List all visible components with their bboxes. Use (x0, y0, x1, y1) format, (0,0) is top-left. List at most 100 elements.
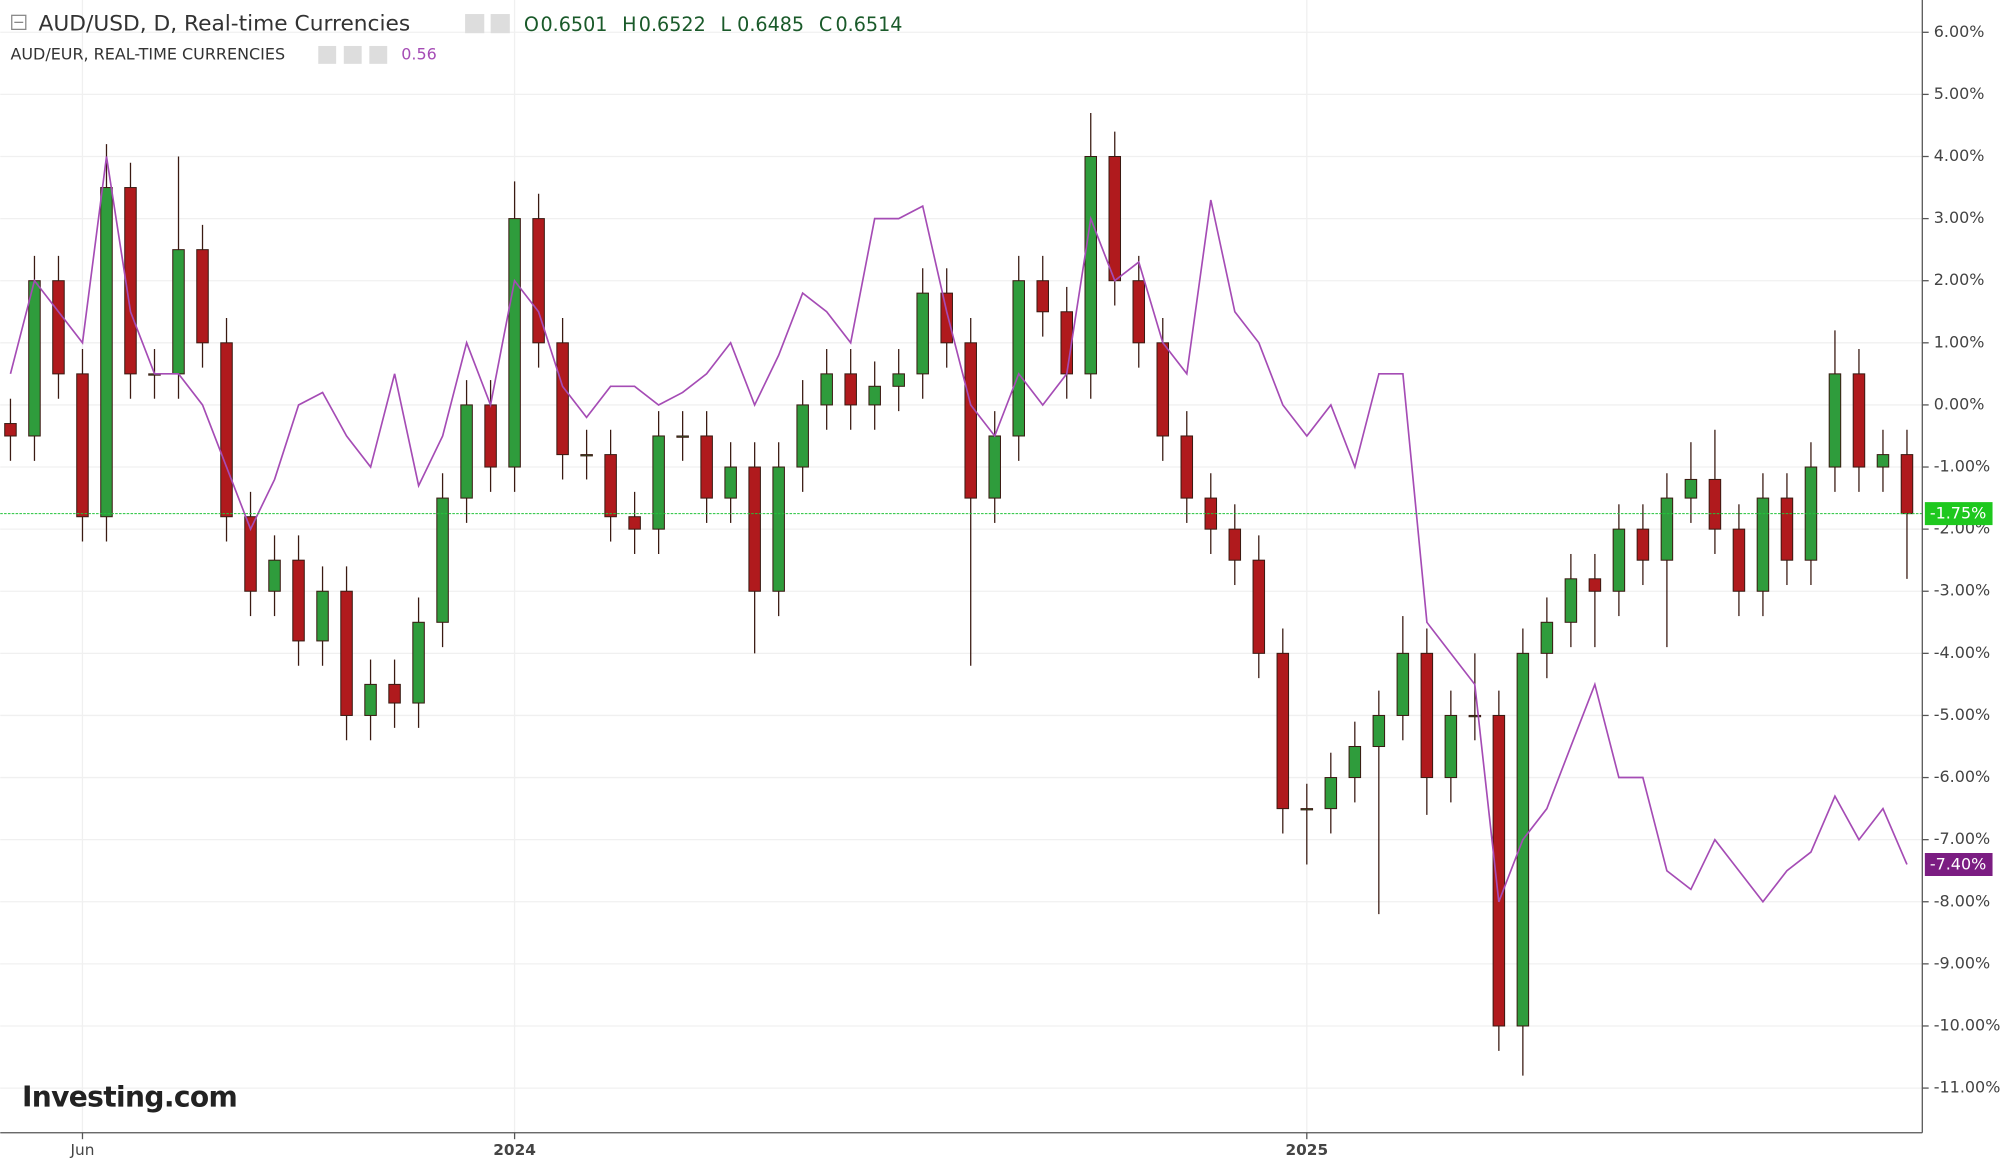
grid (0, 0, 1923, 1133)
candle-body (460, 404, 473, 499)
ohlc-letter: H (622, 13, 636, 36)
y-tick-label: 4.00% (1934, 146, 1985, 165)
x-tick-label: 2024 (493, 1141, 536, 1159)
candle-body (1084, 155, 1098, 375)
candle-body (100, 187, 113, 518)
candle-body (172, 249, 185, 375)
candle-body (1396, 652, 1410, 716)
candle-body (1252, 559, 1266, 654)
candle-body (1228, 528, 1242, 561)
candle-body (1612, 528, 1626, 592)
last-price-label: -1.75% (1930, 504, 1986, 523)
ohlc-values: O 0.6501 H 0.6522 L 0.6485 C 0.6514 (524, 13, 903, 36)
candle-body (892, 373, 905, 387)
candle-body (4, 423, 17, 437)
candle-body (1492, 714, 1506, 1027)
last-price-label: -7.40% (1930, 855, 1986, 874)
candle-body (676, 435, 689, 438)
candle-body (1180, 435, 1194, 499)
candle-body (268, 559, 281, 592)
candle-body (76, 373, 89, 518)
candle-body (1564, 578, 1578, 623)
icon[interactable] (343, 45, 362, 64)
candle-body (1660, 497, 1674, 561)
collapse-icon[interactable] (11, 14, 27, 31)
candle-body (220, 342, 233, 518)
candle-body (196, 249, 209, 344)
candle-body (316, 590, 329, 642)
candle-body (1756, 497, 1770, 592)
y-tick-label: -1.00% (1934, 457, 1990, 476)
last-price-box (1924, 502, 1993, 526)
candle-body (916, 292, 929, 375)
candle-body (244, 516, 257, 592)
icon[interactable] (318, 45, 337, 64)
candle-body (28, 280, 41, 437)
y-tick-label: -11.00% (1934, 1078, 2001, 1097)
candle-body (1468, 714, 1482, 718)
y-tick-label: -6.00% (1934, 767, 1990, 786)
ohlc-value: 0.6522 (639, 13, 706, 36)
compare-icons[interactable] (318, 45, 388, 64)
series-icons[interactable] (465, 14, 510, 34)
candle-body (580, 454, 593, 457)
candle-body (556, 342, 569, 456)
candle-body (1012, 280, 1025, 437)
y-tick-label: -8.00% (1934, 891, 1990, 910)
candle-body (700, 435, 713, 499)
candle-body (1900, 454, 1914, 515)
y-tick-label: 1.00% (1934, 332, 1985, 351)
candle-body (1300, 808, 1314, 811)
candle-body (604, 454, 617, 518)
candle-body (1348, 745, 1362, 779)
candle-body (1156, 342, 1170, 437)
candle-body (940, 292, 953, 344)
compare-last-value: 0.56 (401, 44, 437, 63)
icon[interactable] (465, 14, 485, 34)
watermark: Investing.com (22, 1080, 237, 1113)
candle-body (772, 466, 785, 592)
y-tick-label: 2.00% (1934, 270, 1985, 289)
x-tick-label: 2025 (1285, 1141, 1328, 1159)
plot (0, 113, 1923, 1076)
candle-body (844, 373, 857, 406)
icon[interactable] (490, 14, 510, 34)
y-tick-label: -3.00% (1934, 581, 1990, 600)
candle-body (1540, 621, 1554, 654)
y-tick-label: -5.00% (1934, 705, 1990, 724)
candle-body (1588, 578, 1602, 592)
candle-body (1420, 652, 1434, 779)
candle-body (508, 218, 521, 468)
candle-body (1444, 714, 1458, 779)
candle-body (1036, 280, 1049, 313)
candle-body (868, 385, 881, 406)
ohlc-letter: C (819, 13, 832, 36)
y-tick-label: -4.00% (1934, 643, 1990, 662)
candle-body (1372, 714, 1386, 748)
candle-body (364, 683, 377, 716)
candle-body (724, 466, 737, 499)
icon[interactable] (369, 45, 388, 64)
candle-body (1732, 528, 1746, 592)
candle-body (748, 466, 761, 592)
candle-body (1132, 280, 1146, 344)
y-tick-label: 3.00% (1934, 208, 1985, 227)
compare-line (9, 156, 1908, 904)
candle-body (628, 516, 641, 530)
last-price-box (1924, 853, 1993, 876)
x-tick-label: Jun (70, 1141, 95, 1159)
candle-body (1852, 373, 1866, 468)
candle-body (820, 373, 833, 406)
candle-body (292, 559, 305, 642)
ohlc-value: 0.6514 (835, 13, 902, 36)
candle-body (1876, 454, 1890, 468)
candle-body (1324, 777, 1338, 810)
y-tick-label: -10.00% (1934, 1015, 2001, 1034)
candle-body (412, 621, 425, 704)
candle-body (1108, 155, 1122, 282)
candle-body (484, 404, 497, 468)
candle-body (796, 404, 809, 468)
